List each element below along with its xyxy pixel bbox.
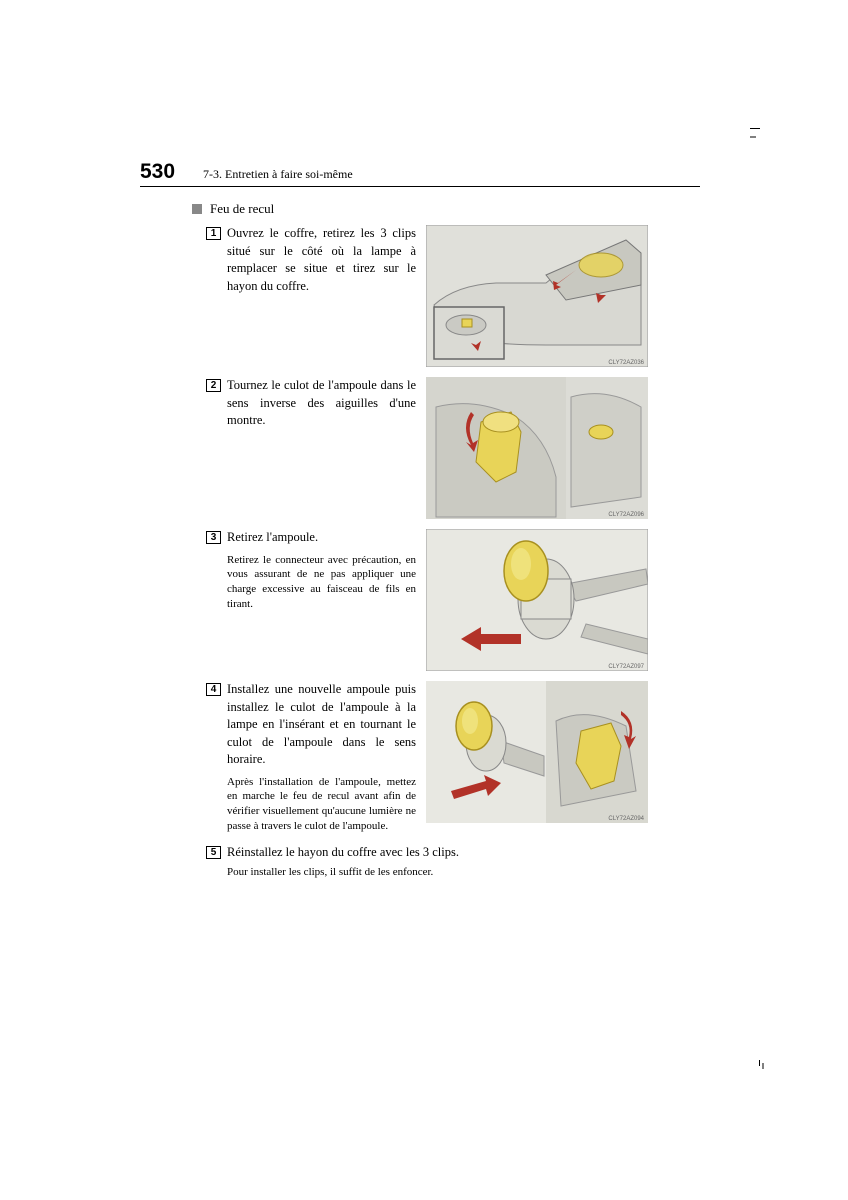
crop-mark-bottom-right: [758, 1060, 760, 1066]
step-1-image: CLY72AZ036: [426, 225, 648, 367]
step-text: Réinstallez le hayon du coffre avec les …: [227, 844, 459, 862]
step-text: Tournez le culot de l'ampoule dans le se…: [227, 377, 416, 430]
step-number: 3: [206, 531, 221, 544]
page-number: 530: [140, 160, 175, 184]
bullet-square-icon: [192, 204, 202, 214]
step-4: 4 Installez une nouvelle ampoule puis in…: [206, 681, 700, 834]
step-3: 3 Retirez l'ampoule. Retirez le connecte…: [206, 529, 700, 671]
step-subtext: Pour installer les clips, il suffit de l…: [227, 865, 700, 880]
image-code: CLY72AZ096: [608, 512, 644, 518]
step-number: 1: [206, 227, 221, 240]
page-header: 530 7-3. Entretien à faire soi-même: [140, 160, 700, 187]
step-subtext: Après l'installation de l'ampoule, mette…: [227, 775, 416, 834]
step-2: 2 Tournez le culot de l'ampoule dans le …: [206, 377, 700, 519]
step-text: Retirez l'ampoule.: [227, 529, 318, 547]
section-header: 7-3. Entretien à faire soi-même: [203, 167, 353, 182]
step-5: 5 Réinstallez le hayon du coffre avec le…: [206, 844, 700, 880]
step-number: 4: [206, 683, 221, 696]
step-3-image: CLY72AZ097: [426, 529, 648, 671]
subtitle: Feu de recul: [210, 201, 274, 217]
step-text: Installez une nouvelle ampoule puis inst…: [227, 681, 416, 769]
step-subtext: Retirez le connecteur avec précaution, e…: [227, 553, 416, 612]
image-code: CLY72AZ036: [608, 360, 644, 366]
step-number: 2: [206, 379, 221, 392]
step-1: 1 Ouvrez le coffre, retirez les 3 clips …: [206, 225, 700, 367]
step-4-image: CLY72AZ094: [426, 681, 648, 834]
page-content: 530 7-3. Entretien à faire soi-même Feu …: [140, 160, 700, 886]
step-2-image: CLY72AZ096: [426, 377, 648, 519]
image-code: CLY72AZ094: [608, 816, 644, 822]
step-number: 5: [206, 846, 221, 859]
image-code: CLY72AZ097: [608, 664, 644, 670]
subtitle-row: Feu de recul: [192, 201, 700, 217]
step-text: Ouvrez le coffre, retirez les 3 clips si…: [227, 225, 416, 295]
crop-mark-top-right: [750, 128, 760, 138]
